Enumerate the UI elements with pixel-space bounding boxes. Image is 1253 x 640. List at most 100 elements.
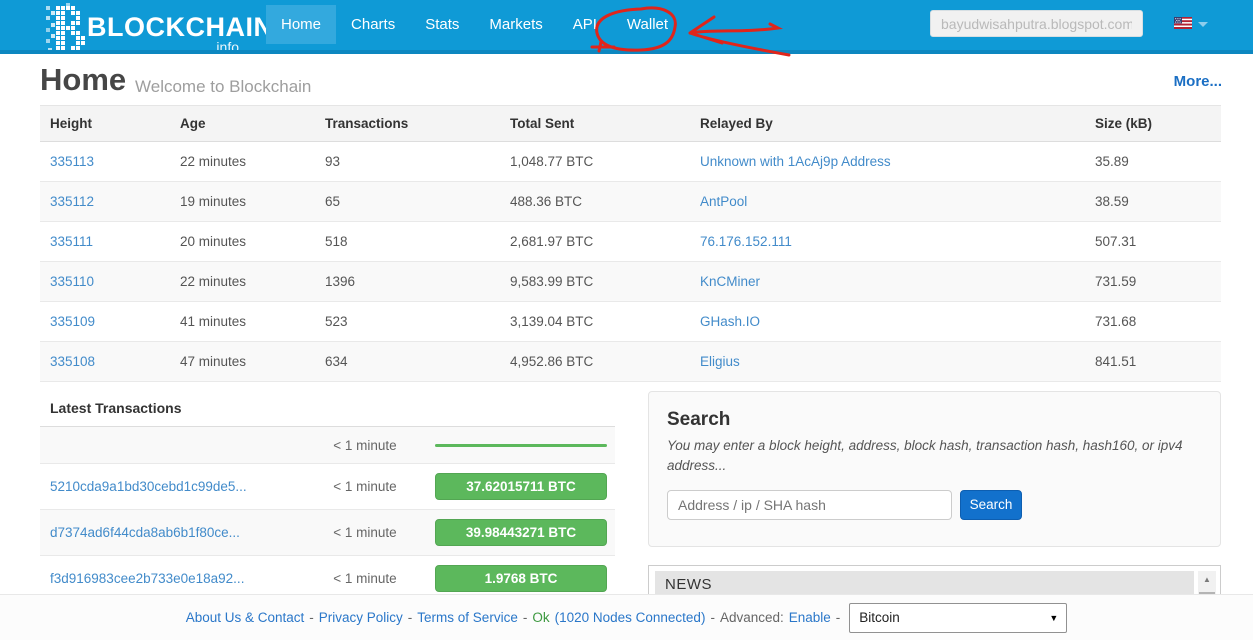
transaction-row: < 1 minute <box>40 427 615 464</box>
page-subtitle: Welcome to Blockchain <box>135 77 312 96</box>
nav-item-api[interactable]: API <box>572 16 597 33</box>
cell-age: 19 minutes <box>170 181 315 222</box>
btc-amount-button[interactable]: 1.9768 BTC <box>435 565 607 592</box>
cell-size: 507.31 <box>1085 221 1221 262</box>
cell-total-sent: 2,681.97 BTC <box>500 221 690 262</box>
cell-transactions: 1396 <box>315 261 500 302</box>
navbar-bottom-strip <box>0 50 1253 54</box>
column-header-total-sent: Total Sent <box>500 105 690 142</box>
cell-size: 35.89 <box>1085 141 1221 182</box>
cell-age: 22 minutes <box>170 261 315 302</box>
relayed-by-link[interactable]: AntPool <box>700 194 748 209</box>
footer-link-about[interactable]: About Us & Contact <box>185 610 305 625</box>
cell-total-sent: 488.36 BTC <box>500 181 690 222</box>
relayed-by-link[interactable]: GHash.IO <box>700 314 761 329</box>
nav-menu: Home Charts Stats Markets API Wallet <box>266 5 683 44</box>
cell-transactions: 634 <box>315 341 500 382</box>
nav-item-markets[interactable]: Markets <box>489 16 543 33</box>
currency-select[interactable]: Bitcoin ▼ <box>849 602 1068 633</box>
status-ok: Ok <box>532 610 550 625</box>
blockchain-logo-icon <box>46 6 50 10</box>
news-panel: NEWS ▲ <box>648 565 1221 599</box>
search-description: You may enter a block height, address, b… <box>667 438 1183 474</box>
nav-item-home[interactable]: Home <box>266 5 337 44</box>
block-height-link[interactable]: 335111 <box>50 234 94 249</box>
block-height-link[interactable]: 335108 <box>50 354 96 369</box>
separator: - <box>835 610 841 625</box>
search-input[interactable] <box>667 489 952 520</box>
transaction-age: < 1 minute <box>333 479 397 494</box>
transaction-row: 5210cda9a1bd30cebd1c99de5... < 1 minute … <box>40 464 615 510</box>
transaction-age: < 1 minute <box>333 525 397 540</box>
table-row: 335113 22 minutes 93 1,048.77 BTC Unknow… <box>40 141 1221 182</box>
cell-size: 841.51 <box>1085 341 1221 382</box>
cell-size: 731.68 <box>1085 301 1221 342</box>
block-height-link[interactable]: 335109 <box>50 314 96 329</box>
footer: About Us & Contact - Privacy Policy - Te… <box>0 594 1253 640</box>
btc-amount-button[interactable]: 39.98443271 BTC <box>435 519 607 546</box>
cell-total-sent: 1,048.77 BTC <box>500 141 690 182</box>
navbar-search-input[interactable] <box>930 10 1143 37</box>
table-row: 335108 47 minutes 634 4,952.86 BTC Eligi… <box>40 341 1221 382</box>
transaction-hash-link[interactable]: 5210cda9a1bd30cebd1c99de5... <box>50 479 247 494</box>
scroll-up-icon[interactable]: ▲ <box>1203 575 1211 584</box>
cell-transactions: 518 <box>315 221 500 262</box>
footer-link-privacy[interactable]: Privacy Policy <box>318 610 403 625</box>
cell-age: 22 minutes <box>170 141 315 182</box>
news-title: NEWS <box>655 571 1194 597</box>
relayed-by-link[interactable]: Unknown with 1AcAj9p Address <box>700 154 891 169</box>
transaction-hash-link[interactable]: f3d916983cee2b733e0e18a92... <box>50 571 245 586</box>
cell-age: 20 minutes <box>170 221 315 262</box>
cell-transactions: 65 <box>315 181 500 222</box>
search-title: Search <box>667 409 731 430</box>
navbar: BLOCKCHAIN info Home Charts Stats Market… <box>0 0 1253 57</box>
table-header-row: Height Age Transactions Total Sent Relay… <box>40 105 1221 142</box>
brand-text: BLOCKCHAIN <box>87 12 274 42</box>
chevron-down-icon <box>1198 22 1208 27</box>
separator: - <box>710 610 715 625</box>
advanced-label: Advanced: <box>719 610 784 625</box>
block-height-link[interactable]: 335110 <box>50 274 95 289</box>
cell-total-sent: 9,583.99 BTC <box>500 261 690 302</box>
search-button[interactable]: Search <box>960 489 1022 520</box>
relayed-by-link[interactable]: KnCMiner <box>700 274 761 289</box>
panel-title: Latest Transactions <box>40 390 615 427</box>
cell-age: 47 minutes <box>170 341 315 382</box>
column-header-transactions: Transactions <box>315 105 500 142</box>
cell-size: 731.59 <box>1085 261 1221 302</box>
cell-total-sent: 3,139.04 BTC <box>500 301 690 342</box>
transaction-row: f3d916983cee2b733e0e18a92... < 1 minute … <box>40 556 615 602</box>
nav-item-charts[interactable]: Charts <box>351 16 396 33</box>
separator: - <box>522 610 528 625</box>
transaction-age: < 1 minute <box>333 437 397 453</box>
table-row: 335109 41 minutes 523 3,139.04 BTC GHash… <box>40 301 1221 342</box>
footer-link-terms[interactable]: Terms of Service <box>417 610 518 625</box>
page-title: Home <box>40 62 127 97</box>
table-row: 335111 20 minutes 518 2,681.97 BTC 76.17… <box>40 221 1221 262</box>
latest-transactions-panel: Latest Transactions < 1 minute 5210cda9a… <box>40 390 615 602</box>
enable-link[interactable]: Enable <box>788 610 831 625</box>
table-row: 335112 19 minutes 65 488.36 BTC AntPool … <box>40 181 1221 222</box>
nav-item-stats[interactable]: Stats <box>425 16 460 33</box>
cell-size: 38.59 <box>1085 181 1221 222</box>
relayed-by-link[interactable]: Eligius <box>700 354 740 369</box>
transaction-age: < 1 minute <box>333 571 397 586</box>
currency-selected-value: Bitcoin <box>859 609 900 625</box>
nav-item-wallet[interactable]: Wallet <box>626 16 669 33</box>
nodes-connected-link[interactable]: (1020 Nodes Connected) <box>554 610 706 625</box>
column-header-height: Height <box>40 105 170 142</box>
blockchain-logo[interactable]: BLOCKCHAIN info <box>44 4 273 55</box>
search-panel: Search You may enter a block height, add… <box>648 391 1221 547</box>
block-height-link[interactable]: 335112 <box>50 194 95 209</box>
cell-age: 41 minutes <box>170 301 315 342</box>
us-flag-icon[interactable] <box>1174 17 1192 29</box>
separator: - <box>407 610 413 625</box>
relayed-by-link[interactable]: 76.176.152.111 <box>700 234 792 249</box>
block-height-link[interactable]: 335113 <box>50 154 95 169</box>
btc-amount-button[interactable]: 37.62015711 BTC <box>435 473 607 500</box>
column-header-age: Age <box>170 105 315 142</box>
caret-down-icon: ▼ <box>1049 612 1059 623</box>
more-link[interactable]: More... <box>1173 73 1222 90</box>
transaction-hash-link[interactable]: d7374ad6f44cda8ab6b1f80ce... <box>50 525 240 540</box>
